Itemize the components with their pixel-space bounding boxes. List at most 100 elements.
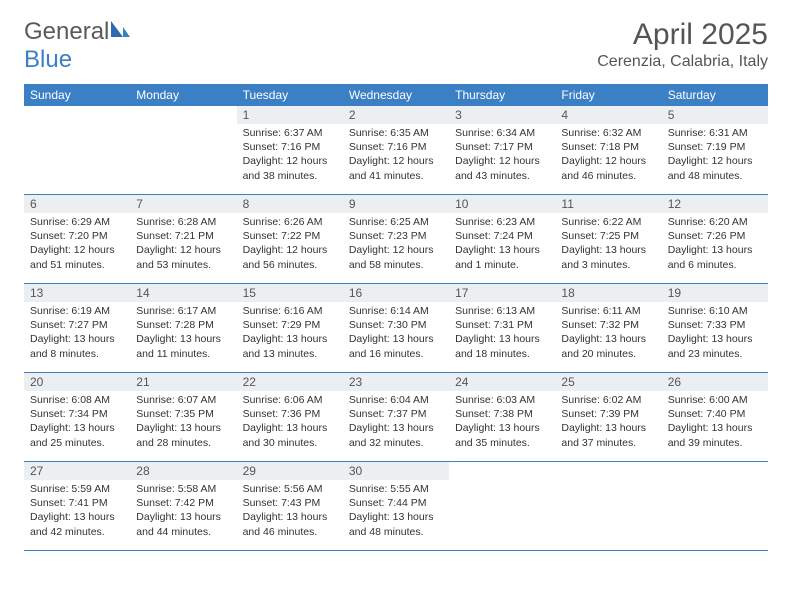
sunrise-line: Sunrise: 6:16 AM [243,304,337,318]
sunset-line: Sunset: 7:33 PM [668,318,762,332]
day-number: 26 [662,373,768,391]
header: GeneralBlue April 2025 Cerenzia, Calabri… [24,18,768,74]
daylight-line: Daylight: 13 hours and 23 minutes. [668,332,762,360]
weekday-header: Thursday [449,84,555,106]
sunrise-line: Sunrise: 6:06 AM [243,393,337,407]
day-content: Sunrise: 6:04 AMSunset: 7:37 PMDaylight:… [343,391,449,454]
weekday-header: Tuesday [237,84,343,106]
daylight-line: Daylight: 13 hours and 30 minutes. [243,421,337,449]
sunset-line: Sunset: 7:37 PM [349,407,443,421]
calendar-cell [555,462,661,551]
daylight-line: Daylight: 12 hours and 38 minutes. [243,154,337,182]
weekday-header: Friday [555,84,661,106]
day-content: Sunrise: 6:23 AMSunset: 7:24 PMDaylight:… [449,213,555,276]
weekday-header: Saturday [662,84,768,106]
calendar-table: SundayMondayTuesdayWednesdayThursdayFrid… [24,84,768,551]
daylight-line: Daylight: 13 hours and 44 minutes. [136,510,230,538]
sunset-line: Sunset: 7:35 PM [136,407,230,421]
sunset-line: Sunset: 7:36 PM [243,407,337,421]
daylight-line: Daylight: 13 hours and 1 minute. [455,243,549,271]
calendar-cell: 7Sunrise: 6:28 AMSunset: 7:21 PMDaylight… [130,195,236,284]
sunset-line: Sunset: 7:22 PM [243,229,337,243]
day-number: 24 [449,373,555,391]
sunset-line: Sunset: 7:27 PM [30,318,124,332]
calendar-cell: 18Sunrise: 6:11 AMSunset: 7:32 PMDayligh… [555,284,661,373]
day-number: 25 [555,373,661,391]
calendar-cell: 2Sunrise: 6:35 AMSunset: 7:16 PMDaylight… [343,106,449,195]
sunrise-line: Sunrise: 6:14 AM [349,304,443,318]
day-number: 27 [24,462,130,480]
sunrise-line: Sunrise: 6:08 AM [30,393,124,407]
sunset-line: Sunset: 7:26 PM [668,229,762,243]
day-number: 22 [237,373,343,391]
title-block: April 2025 Cerenzia, Calabria, Italy [597,18,768,71]
calendar-cell: 10Sunrise: 6:23 AMSunset: 7:24 PMDayligh… [449,195,555,284]
calendar-cell: 11Sunrise: 6:22 AMSunset: 7:25 PMDayligh… [555,195,661,284]
daylight-line: Daylight: 12 hours and 48 minutes. [668,154,762,182]
day-number: 10 [449,195,555,213]
sunrise-line: Sunrise: 5:59 AM [30,482,124,496]
calendar-cell: 28Sunrise: 5:58 AMSunset: 7:42 PMDayligh… [130,462,236,551]
day-number: 14 [130,284,236,302]
daylight-line: Daylight: 12 hours and 58 minutes. [349,243,443,271]
day-content: Sunrise: 6:34 AMSunset: 7:17 PMDaylight:… [449,124,555,187]
day-number: 12 [662,195,768,213]
daylight-line: Daylight: 13 hours and 46 minutes. [243,510,337,538]
day-content: Sunrise: 6:31 AMSunset: 7:19 PMDaylight:… [662,124,768,187]
day-number: 19 [662,284,768,302]
daylight-line: Daylight: 13 hours and 6 minutes. [668,243,762,271]
sunset-line: Sunset: 7:23 PM [349,229,443,243]
day-number: 2 [343,106,449,124]
sunset-line: Sunset: 7:42 PM [136,496,230,510]
day-content: Sunrise: 6:10 AMSunset: 7:33 PMDaylight:… [662,302,768,365]
daylight-line: Daylight: 12 hours and 43 minutes. [455,154,549,182]
day-content: Sunrise: 5:56 AMSunset: 7:43 PMDaylight:… [237,480,343,543]
sunrise-line: Sunrise: 6:04 AM [349,393,443,407]
day-content: Sunrise: 5:58 AMSunset: 7:42 PMDaylight:… [130,480,236,543]
logo-text: GeneralBlue [24,18,131,74]
calendar-cell: 21Sunrise: 6:07 AMSunset: 7:35 PMDayligh… [130,373,236,462]
calendar-cell [24,106,130,195]
calendar-body: 1 Sunrise: 6:37 AM Sunset: 7:16 PM Daylight… [24,106,768,551]
calendar-cell: 16Sunrise: 6:14 AMSunset: 7:30 PMDayligh… [343,284,449,373]
day-number: 11 [555,195,661,213]
daylight-line: Daylight: 13 hours and 3 minutes. [561,243,655,271]
sunset-line: Sunset: 7:29 PM [243,318,337,332]
day-content: Sunrise: 5:55 AMSunset: 7:44 PMDaylight:… [343,480,449,543]
sunrise-line: Sunrise: 6:07 AM [136,393,230,407]
day-number: 15 [237,284,343,302]
day-number: 30 [343,462,449,480]
day-number: 16 [343,284,449,302]
calendar-cell: 17Sunrise: 6:13 AMSunset: 7:31 PMDayligh… [449,284,555,373]
day-number: 1 [237,106,343,124]
sunrise-line: Sunrise: 6:37 AM [243,126,337,140]
calendar-row: 6Sunrise: 6:29 AMSunset: 7:20 PMDaylight… [24,195,768,284]
day-content: Sunrise: 6:25 AMSunset: 7:23 PMDaylight:… [343,213,449,276]
day-content: Sunrise: 6:16 AMSunset: 7:29 PMDaylight:… [237,302,343,365]
sunrise-line: Sunrise: 6:34 AM [455,126,549,140]
day-content: Sunrise: 6:03 AMSunset: 7:38 PMDaylight:… [449,391,555,454]
sunset-line: Sunset: 7:24 PM [455,229,549,243]
sunset-line: Sunset: 7:21 PM [136,229,230,243]
calendar-row: 27Sunrise: 5:59 AMSunset: 7:41 PMDayligh… [24,462,768,551]
calendar-cell: 14Sunrise: 6:17 AMSunset: 7:28 PMDayligh… [130,284,236,373]
day-content: Sunrise: 6:13 AMSunset: 7:31 PMDaylight:… [449,302,555,365]
calendar-header-row: SundayMondayTuesdayWednesdayThursdayFrid… [24,84,768,106]
sunset-line: Sunset: 7:16 PM [349,140,443,154]
calendar-cell: 25Sunrise: 6:02 AMSunset: 7:39 PMDayligh… [555,373,661,462]
day-number: 18 [555,284,661,302]
calendar-cell: 1Sunrise: 6:37 AMSunset: 7:16 PMDaylight… [237,106,343,195]
day-number: 20 [24,373,130,391]
sunrise-line: Sunrise: 6:10 AM [668,304,762,318]
calendar-cell: 6Sunrise: 6:29 AMSunset: 7:20 PMDaylight… [24,195,130,284]
calendar-cell [449,462,555,551]
day-number: 29 [237,462,343,480]
day-content: Sunrise: 6:14 AMSunset: 7:30 PMDaylight:… [343,302,449,365]
day-content: Sunrise: 6:11 AMSunset: 7:32 PMDaylight:… [555,302,661,365]
sunrise-line: Sunrise: 6:22 AM [561,215,655,229]
daylight-line: Daylight: 13 hours and 39 minutes. [668,421,762,449]
daylight-line: Daylight: 13 hours and 16 minutes. [349,332,443,360]
daylight-line: Daylight: 13 hours and 48 minutes. [349,510,443,538]
calendar-cell: 15Sunrise: 6:16 AMSunset: 7:29 PMDayligh… [237,284,343,373]
day-number: 28 [130,462,236,480]
